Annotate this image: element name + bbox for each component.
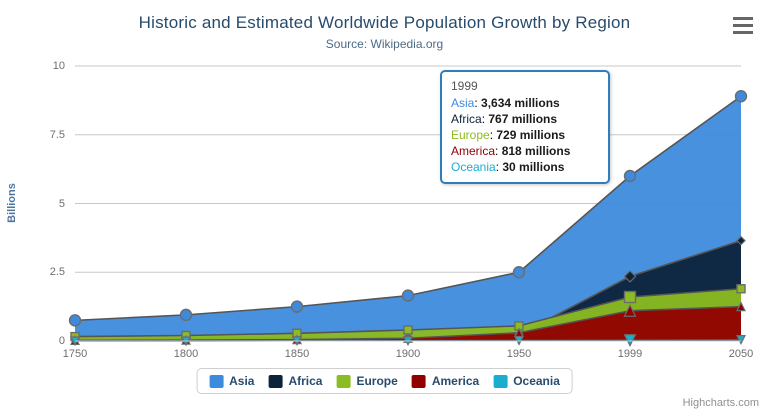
y-axis-title: Billions bbox=[6, 183, 18, 223]
data-point-marker[interactable] bbox=[734, 90, 748, 103]
legend-swatch-icon bbox=[493, 374, 508, 388]
tooltip-row-separator: : bbox=[481, 112, 489, 126]
data-point-marker[interactable] bbox=[736, 235, 746, 246]
legend-item-europe[interactable]: Europe bbox=[336, 374, 398, 388]
data-point-marker[interactable] bbox=[68, 314, 82, 327]
data-point-marker[interactable] bbox=[623, 334, 637, 348]
tooltip-row-key: America bbox=[451, 144, 496, 158]
data-point-marker[interactable] bbox=[623, 169, 637, 183]
legend-item-label: America bbox=[431, 374, 480, 388]
data-point-marker[interactable] bbox=[512, 266, 526, 279]
tooltip-row-value: 767 millions bbox=[488, 112, 558, 126]
data-point-marker[interactable] bbox=[623, 270, 637, 283]
hamburger-menu-icon[interactable] bbox=[731, 14, 755, 36]
tooltip-row-key: Europe bbox=[451, 128, 490, 142]
chart-subtitle: Source: Wikipedia.org bbox=[325, 37, 444, 51]
tooltip-row-separator: : bbox=[474, 96, 482, 110]
tooltip-row-oceania: Oceania: 30 millions bbox=[451, 159, 599, 175]
data-point-marker[interactable] bbox=[623, 290, 637, 304]
data-point-marker[interactable] bbox=[179, 308, 193, 322]
x-tick-label: 1999 bbox=[617, 348, 643, 360]
y-tick-label: 10 bbox=[52, 60, 65, 72]
series-area-asia bbox=[75, 96, 741, 341]
data-point-marker[interactable] bbox=[403, 325, 413, 335]
tooltip-row-value: 30 millions bbox=[502, 160, 565, 174]
data-point-marker[interactable] bbox=[401, 289, 415, 302]
tooltip-row-separator: : bbox=[489, 128, 497, 142]
tooltip-row-key: Oceania bbox=[451, 160, 496, 174]
tooltip-row-separator: : bbox=[495, 160, 503, 174]
tooltip-row-asia: Asia: 3,634 millions bbox=[451, 95, 599, 111]
x-tick-label: 1950 bbox=[506, 348, 532, 360]
legend-item-label: Europe bbox=[356, 374, 398, 388]
tooltip-rows: Asia: 3,634 millions Africa: 767 millions… bbox=[451, 95, 599, 175]
data-point-marker[interactable] bbox=[736, 284, 746, 294]
y-tick-label: 0 bbox=[58, 335, 65, 347]
legend-swatch-icon bbox=[268, 374, 283, 388]
data-point-marker[interactable] bbox=[736, 301, 746, 312]
tooltip-row-key: Asia bbox=[451, 96, 475, 110]
legend-swatch-icon bbox=[411, 374, 426, 388]
data-point-marker[interactable] bbox=[736, 335, 746, 345]
legend-item-label: Asia bbox=[229, 374, 255, 388]
series-area-america bbox=[75, 306, 741, 341]
data-point-marker[interactable] bbox=[623, 303, 637, 317]
tooltip-row-america: America: 818 millions bbox=[451, 143, 599, 159]
x-tick-label: 2050 bbox=[728, 348, 754, 360]
credits-link[interactable]: Highcharts.com bbox=[682, 397, 759, 409]
tooltip-header: 1999 bbox=[451, 79, 478, 93]
tooltip-row-value: 729 millions bbox=[496, 128, 566, 142]
legend-item-africa[interactable]: Africa bbox=[268, 374, 322, 388]
legend-item-label: Oceania bbox=[513, 374, 560, 388]
tooltip-row-value: 818 millions bbox=[501, 144, 571, 158]
x-tick-label: 1750 bbox=[62, 348, 88, 360]
data-point-marker[interactable] bbox=[290, 300, 304, 313]
tooltip-row-separator: : bbox=[495, 144, 502, 158]
tooltip-row-africa: Africa: 767 millions bbox=[451, 111, 599, 127]
tooltip: 1999 Asia: 3,634 millions Africa: 767 mil… bbox=[440, 70, 610, 184]
data-point-marker[interactable] bbox=[514, 335, 524, 346]
x-tick-label: 1850 bbox=[284, 348, 310, 360]
tooltip-row-europe: Europe: 729 millions bbox=[451, 127, 599, 143]
chart-title: Historic and Estimated Worldwide Populat… bbox=[138, 13, 631, 32]
x-tick-label: 1900 bbox=[395, 348, 421, 360]
y-tick-label: 7.5 bbox=[49, 128, 65, 141]
menu-bar-3 bbox=[733, 30, 753, 34]
x-tick-label: 1800 bbox=[173, 348, 199, 360]
y-tick-label: 2.5 bbox=[49, 266, 65, 279]
legend-item-oceania[interactable]: Oceania bbox=[493, 374, 560, 388]
legend-swatch-icon bbox=[209, 374, 224, 388]
tooltip-row-key: Africa bbox=[451, 112, 482, 126]
legend-item-label: Africa bbox=[288, 374, 323, 388]
legend-swatch-icon bbox=[336, 374, 351, 388]
menu-bar-1 bbox=[733, 16, 753, 20]
y-tick-label: 5 bbox=[58, 197, 65, 210]
chart-legend: Asia Africa Europe America Oceania bbox=[196, 368, 573, 394]
legend-item-asia[interactable]: Asia bbox=[209, 374, 254, 388]
tooltip-row-value: 3,634 millions bbox=[481, 96, 560, 110]
legend-item-america[interactable]: America bbox=[411, 374, 480, 388]
menu-bar-2 bbox=[733, 23, 753, 27]
